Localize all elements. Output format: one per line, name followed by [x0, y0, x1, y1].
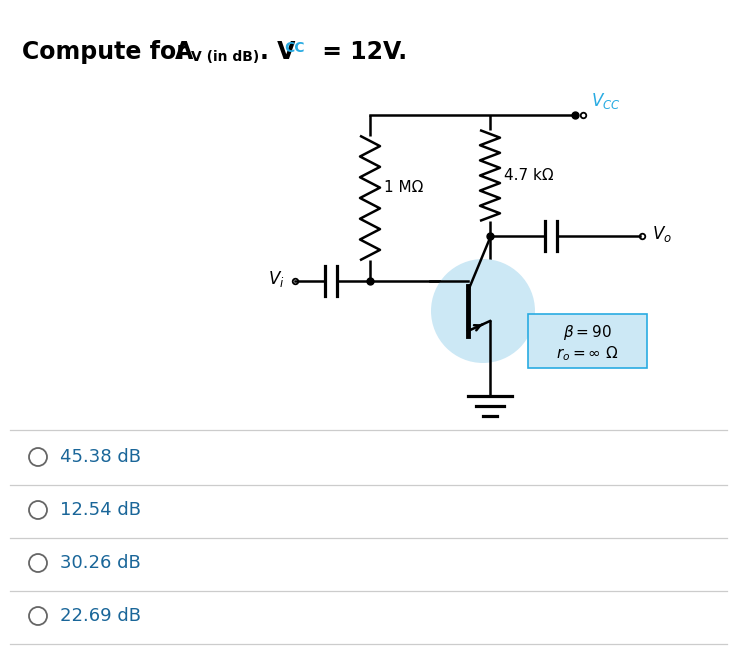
- Text: $r_o = \infty\ \Omega$: $r_o = \infty\ \Omega$: [556, 344, 619, 363]
- Text: $V_o$: $V_o$: [652, 224, 672, 244]
- Text: 30.26 dB: 30.26 dB: [60, 554, 141, 572]
- Text: 45.38 dB: 45.38 dB: [60, 448, 141, 466]
- Text: 1 MΩ: 1 MΩ: [384, 180, 423, 195]
- Circle shape: [431, 259, 535, 363]
- Text: $V_{CC}$: $V_{CC}$: [591, 91, 621, 111]
- Text: 4.7 kΩ: 4.7 kΩ: [504, 168, 553, 183]
- Text: $V_i$: $V_i$: [268, 269, 285, 289]
- Text: 12.54 dB: 12.54 dB: [60, 501, 141, 519]
- Text: 22.69 dB: 22.69 dB: [60, 607, 141, 625]
- FancyBboxPatch shape: [528, 314, 647, 368]
- Text: . V: . V: [260, 40, 296, 64]
- Text: $\beta = 90$: $\beta = 90$: [563, 322, 612, 342]
- Text: CC: CC: [284, 41, 304, 55]
- Text: V (in dB): V (in dB): [191, 50, 259, 64]
- Text: = 12V.: = 12V.: [314, 40, 407, 64]
- Text: Compute for: Compute for: [22, 40, 196, 64]
- Text: A: A: [175, 40, 193, 64]
